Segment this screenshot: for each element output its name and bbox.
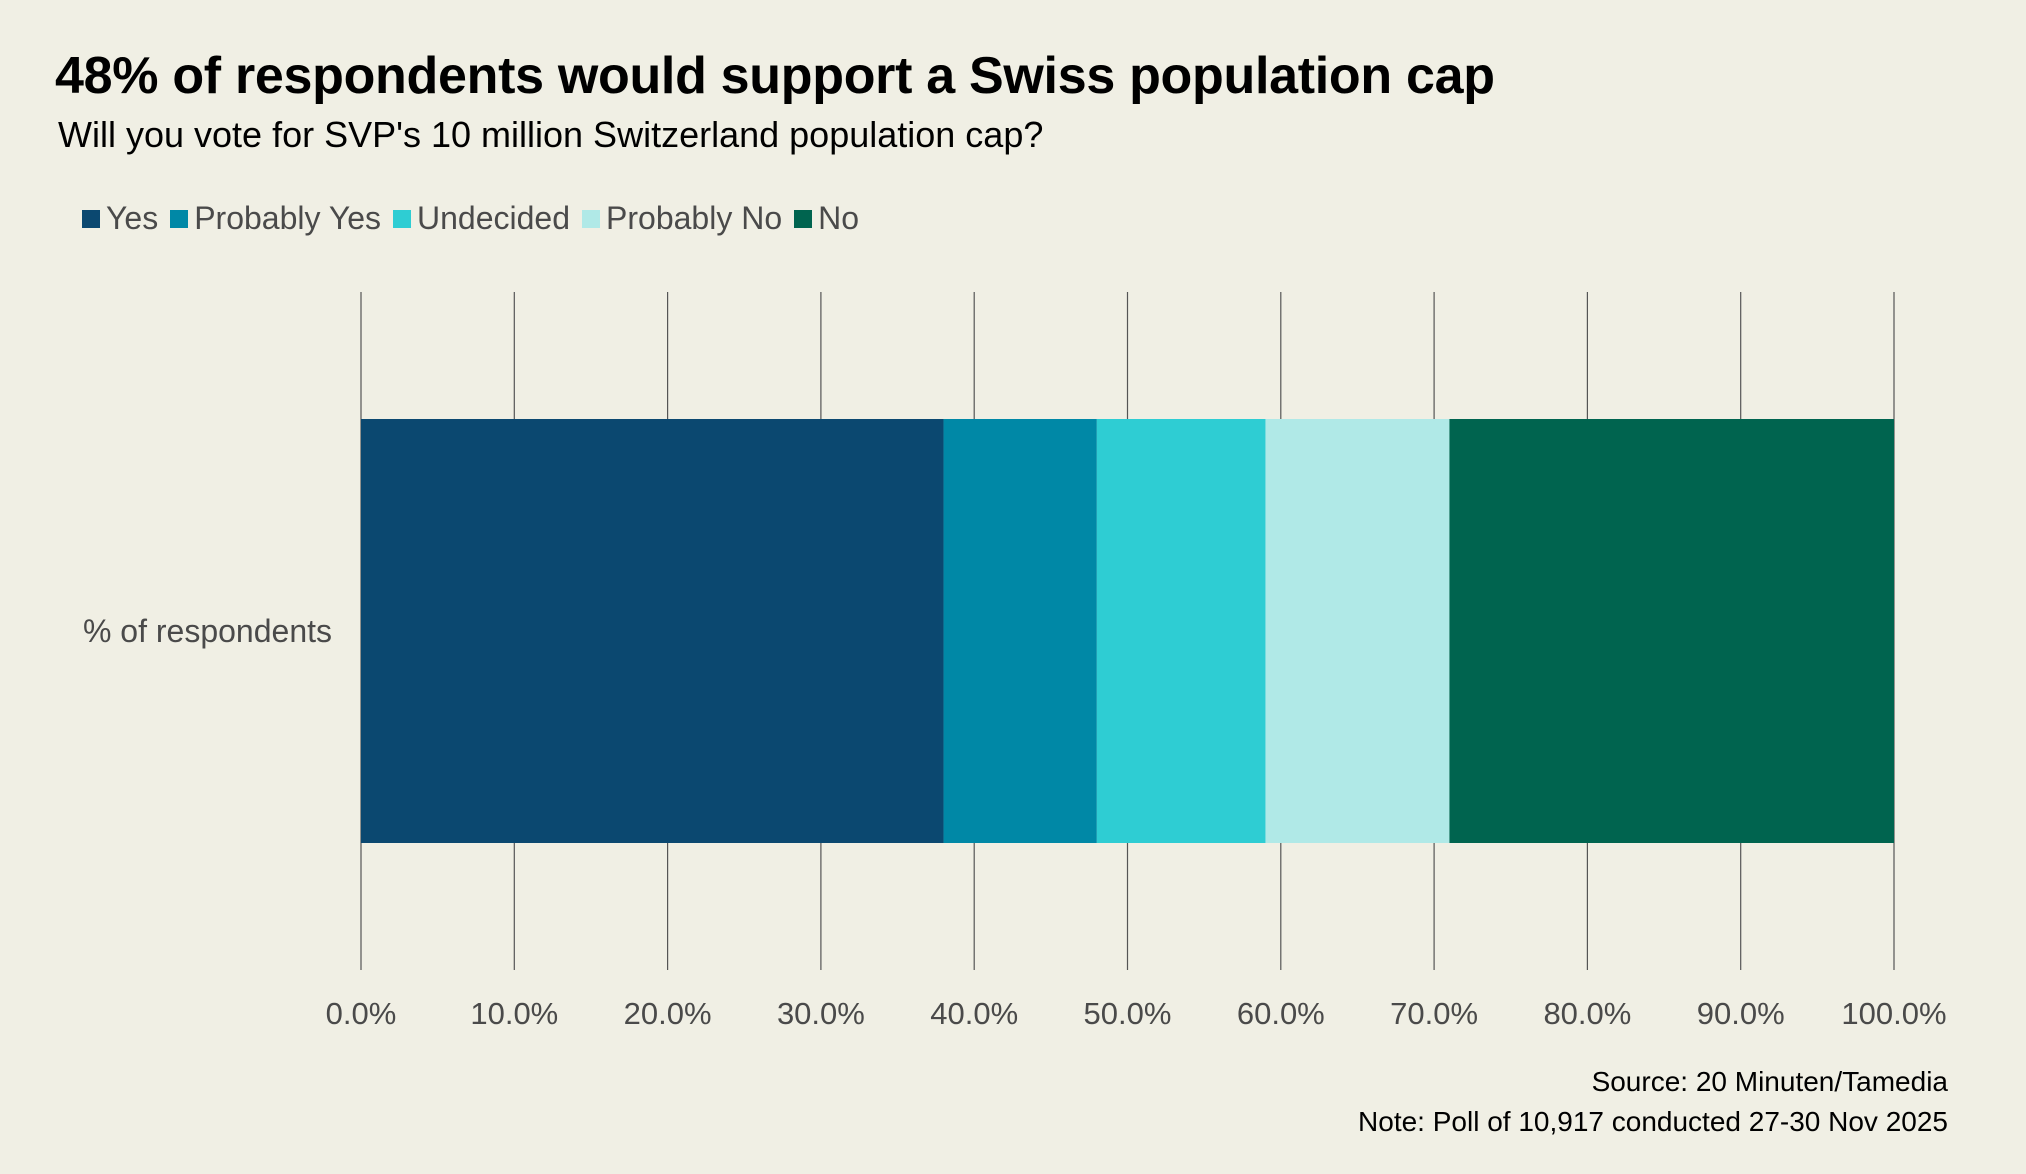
x-tick-label: 40.0% <box>930 996 1018 1031</box>
y-category-label: % of respondents <box>82 613 332 649</box>
legend: Yes Probably Yes Undecided Probably No No <box>82 200 871 237</box>
legend-label: Undecided <box>417 200 571 236</box>
legend-item: No <box>794 200 859 237</box>
bar-segment-undecided <box>1096 419 1266 843</box>
source-text: Source: 20 Minuten/Tamedia <box>1591 1066 1948 1097</box>
x-tick-label: 30.0% <box>777 996 865 1031</box>
x-tick-labels: 0.0% 10.0% 20.0% 30.0% 40.0% 50.0% 60.0% 70.0% 8… <box>326 996 1947 1031</box>
bar-segment-probably-yes <box>943 419 1097 843</box>
note-text: Note: Poll of 10,917 conducted 27-30 Nov… <box>1358 1106 1948 1137</box>
x-tick-label: 20.0% <box>624 996 712 1031</box>
bar-segment-no <box>1449 419 1894 843</box>
legend-label: Yes <box>106 200 159 236</box>
legend-item: Yes <box>82 200 158 237</box>
x-tick-label: 0.0% <box>326 996 397 1031</box>
chart-title: 48% of respondents would support a Swiss… <box>55 47 1495 105</box>
x-tick-label: 10.0% <box>470 996 558 1031</box>
bar-segment-yes <box>361 419 944 843</box>
legend-swatch <box>82 209 100 228</box>
legend-swatch <box>170 209 189 228</box>
bars <box>361 419 1894 843</box>
legend-label: No <box>818 200 860 236</box>
x-tick-label: 90.0% <box>1697 996 1785 1031</box>
legend-item: Undecided <box>393 200 570 237</box>
x-tick-label: 70.0% <box>1390 996 1478 1031</box>
bar-segment-probably-no <box>1265 419 1450 843</box>
x-tick-label: 80.0% <box>1543 996 1631 1031</box>
legend-label: Probably Yes <box>194 200 382 236</box>
legend-item: Probably Yes <box>170 200 381 237</box>
legend-swatch <box>794 209 813 228</box>
legend-item: Probably No <box>582 200 782 237</box>
chart-subtitle: Will you vote for SVP's 10 million Switz… <box>58 114 1044 155</box>
legend-swatch <box>582 209 601 228</box>
x-tick-label: 60.0% <box>1237 996 1325 1031</box>
x-tick-label: 100.0% <box>1841 996 1946 1031</box>
legend-swatch <box>393 209 412 228</box>
source-note: Source: 20 Minuten/Tamedia Note: Poll of… <box>1358 1062 1948 1142</box>
x-tick-label: 50.0% <box>1084 996 1172 1031</box>
legend-label: Probably No <box>606 200 783 236</box>
